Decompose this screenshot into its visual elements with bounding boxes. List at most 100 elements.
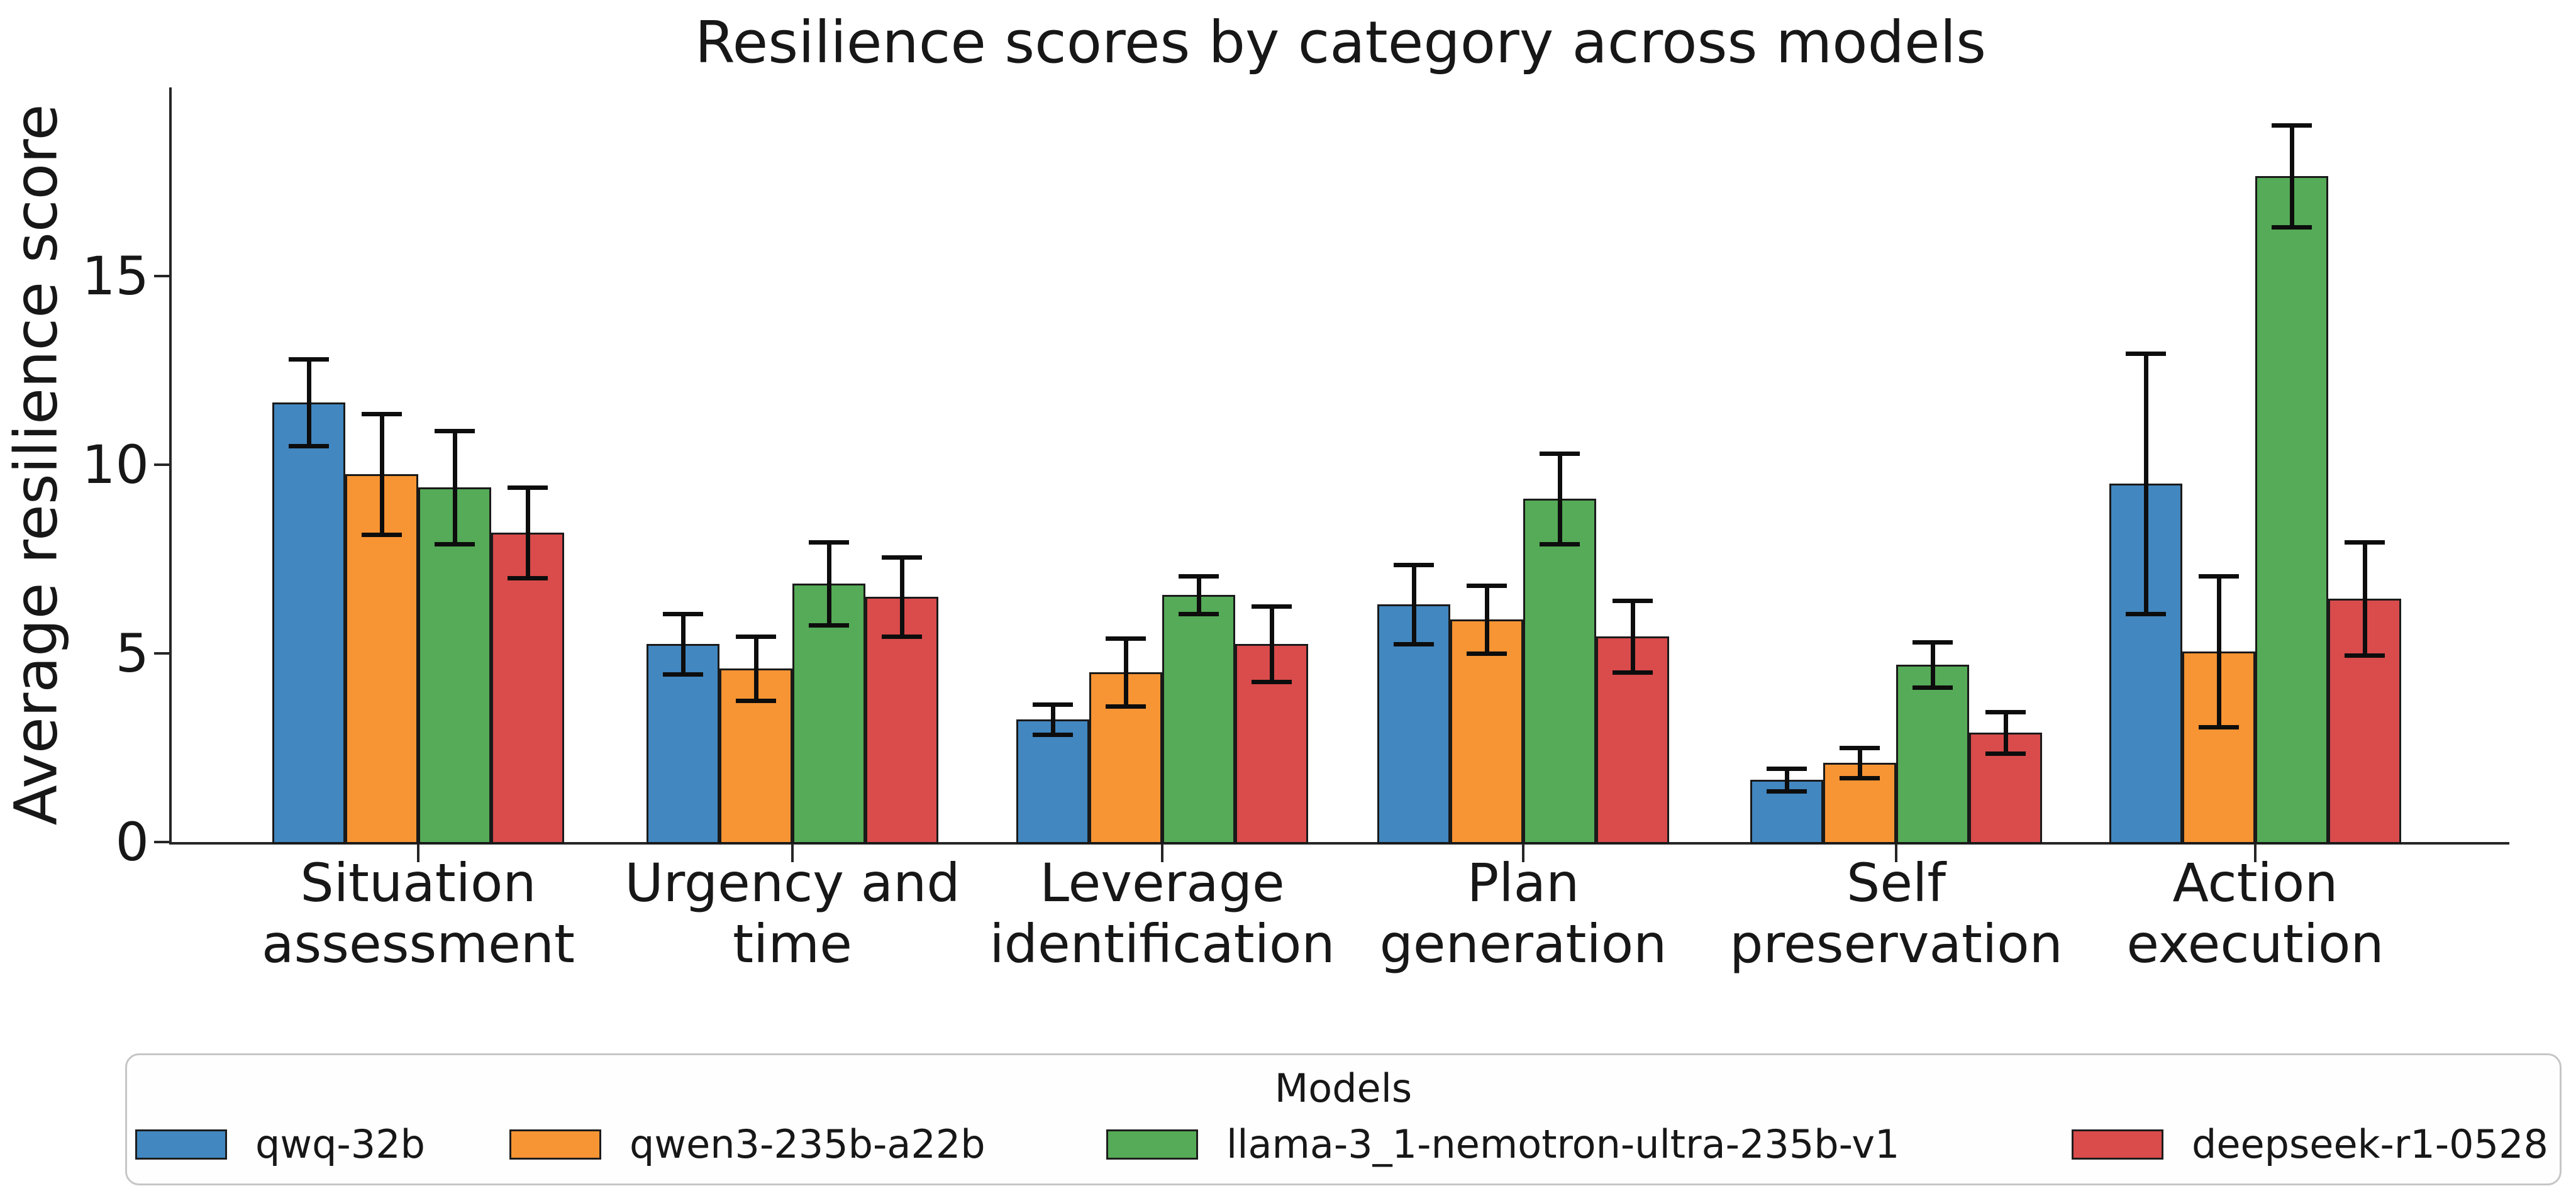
error-bar-cap-top xyxy=(1106,636,1146,641)
y-tick-mark xyxy=(154,275,172,277)
legend-title: Models xyxy=(1274,1065,1413,1111)
error-bar-line xyxy=(2143,353,2148,614)
error-bar-cap-top xyxy=(1394,562,1434,567)
legend-label: deepseek-r1-0528 xyxy=(2192,1121,2548,1167)
x-tick-label-line: identification xyxy=(989,913,1335,975)
error-bar-line xyxy=(306,359,311,446)
error-bar-line xyxy=(2216,576,2221,727)
error-bar-line xyxy=(1930,642,1935,687)
y-tick-mark xyxy=(154,463,172,466)
error-bar-cap-bottom xyxy=(809,623,849,628)
x-tick-label-0: Situation assessment xyxy=(262,853,575,975)
error-bar-line xyxy=(379,414,384,535)
error-bar-cap-bottom xyxy=(1540,541,1580,546)
error-bar-cap-bottom xyxy=(1840,775,1880,780)
error-bar-line xyxy=(899,557,904,636)
error-bar-cap-top xyxy=(882,555,922,560)
x-tick-mark xyxy=(1522,845,1524,862)
bar-llama-3_1-nemotron-ultra-235b-v1-3 xyxy=(1523,499,1596,844)
x-tick-label-line: assessment xyxy=(262,913,575,975)
error-bar-line xyxy=(1411,565,1416,644)
bar-llama-3_1-nemotron-ultra-235b-v1-4 xyxy=(1896,665,1969,844)
error-bar-cap-bottom xyxy=(1394,641,1434,646)
error-bar-cap-bottom xyxy=(663,672,703,677)
y-tick-label: 10 xyxy=(82,434,149,496)
error-bar-cap-top xyxy=(1179,574,1219,579)
error-bar-line xyxy=(1484,585,1489,653)
error-bar-cap-top xyxy=(2272,123,2312,128)
bar-qwq-32b-1 xyxy=(647,644,719,844)
x-tick-label-line: Leverage xyxy=(1040,852,1285,914)
error-bar-line xyxy=(1857,748,1862,778)
error-bar-cap-top xyxy=(1913,640,1953,645)
y-tick-mark xyxy=(154,652,172,655)
x-tick-mark xyxy=(417,845,419,862)
error-bar-cap-top xyxy=(809,540,849,545)
x-tick-label-5: Action execution xyxy=(2126,853,2384,975)
x-axis-spine xyxy=(169,842,2509,845)
y-tick-mark xyxy=(154,841,172,843)
error-bar-cap-bottom xyxy=(882,634,922,639)
error-bar-cap-top xyxy=(1033,702,1073,707)
error-bar-line xyxy=(680,614,686,674)
error-bar-cap-bottom xyxy=(1033,732,1073,737)
chart-title: Resilience scores by category across mod… xyxy=(694,9,1987,76)
x-tick-label-line: generation xyxy=(1379,913,1667,975)
error-bar-line xyxy=(1123,638,1128,706)
error-bar-cap-top xyxy=(435,428,475,433)
x-tick-mark xyxy=(1895,845,1897,862)
error-bar-line xyxy=(1050,704,1055,735)
error-bar-cap-bottom xyxy=(1467,651,1507,656)
x-tick-label-line: Plan xyxy=(1467,852,1580,914)
x-tick-label-3: Plan generation xyxy=(1380,853,1667,975)
bar-deepseek-r1-0528-1 xyxy=(865,597,938,844)
error-bar-cap-top xyxy=(1252,604,1292,609)
error-bar-cap-bottom xyxy=(2199,724,2239,729)
bar-llama-3_1-nemotron-ultra-235b-v1-0 xyxy=(418,487,491,844)
error-bar-cap-bottom xyxy=(1179,611,1219,616)
y-axis-spine xyxy=(169,87,172,845)
x-tick-label-line: execution xyxy=(2126,913,2384,975)
y-tick-label: 15 xyxy=(82,245,149,307)
x-tick-label-line: preservation xyxy=(1729,913,2063,975)
error-bar-line xyxy=(1269,606,1274,682)
error-bar-line xyxy=(1630,601,1635,672)
error-bar-cap-bottom xyxy=(1106,704,1146,709)
error-bar-cap-bottom xyxy=(289,443,329,448)
error-bar-cap-top xyxy=(1767,766,1807,771)
error-bar-cap-bottom xyxy=(1613,670,1653,675)
x-tick-label-1: Urgency and time xyxy=(625,853,960,975)
error-bar-line xyxy=(826,542,831,625)
x-tick-mark xyxy=(2254,845,2257,862)
x-tick-label-2: Leverage identification xyxy=(989,853,1335,975)
error-bar-cap-top xyxy=(508,485,548,490)
x-tick-mark xyxy=(791,845,794,862)
bar-qwen3-235b-a22b-5 xyxy=(2182,651,2255,844)
legend-swatch-qwen3-235b-a22b xyxy=(509,1129,601,1160)
bar-qwq-32b-0 xyxy=(272,402,345,844)
error-bar-line xyxy=(525,487,530,578)
error-bar-cap-top xyxy=(289,357,329,362)
error-bar-cap-bottom xyxy=(2345,653,2385,658)
error-bar-cap-bottom xyxy=(736,698,776,703)
error-bar-cap-bottom xyxy=(1913,685,1953,690)
x-tick-mark xyxy=(1161,845,1163,862)
bar-qwen3-235b-a22b-3 xyxy=(1450,619,1523,844)
error-bar-cap-bottom xyxy=(362,532,402,537)
error-bar-cap-top xyxy=(663,611,703,616)
bar-llama-3_1-nemotron-ultra-235b-v1-2 xyxy=(1162,595,1235,844)
x-tick-label-line: Action xyxy=(2172,852,2338,914)
x-tick-label-line: Urgency and xyxy=(625,852,960,914)
y-tick-label: 5 xyxy=(115,623,149,684)
error-bar-cap-top xyxy=(1467,583,1507,588)
legend-swatch-llama-3_1-nemotron-ultra-235b-v1 xyxy=(1106,1129,1198,1160)
legend-label: qwq-32b xyxy=(255,1121,426,1167)
y-tick-label: 0 xyxy=(115,811,149,873)
error-bar-line xyxy=(2362,542,2367,655)
error-bar-line xyxy=(2003,712,2008,753)
legend-box xyxy=(125,1053,2562,1185)
error-bar-cap-bottom xyxy=(2272,225,2312,230)
legend-label: qwen3-235b-a22b xyxy=(630,1121,985,1167)
error-bar-cap-bottom xyxy=(1767,789,1807,794)
